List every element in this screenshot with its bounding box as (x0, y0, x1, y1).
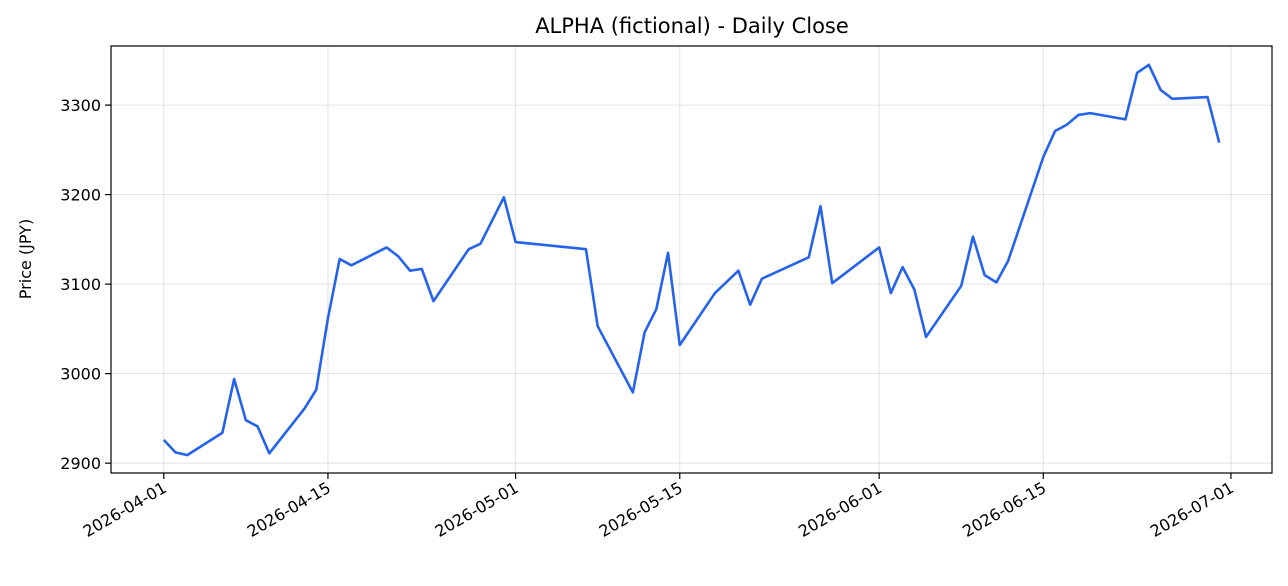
y-axis-label: Price (JPY) (16, 219, 35, 299)
y-tick-label: 2900 (60, 454, 101, 473)
x-tick-label: 2026-04-15 (244, 478, 334, 541)
y-tick-label: 3100 (60, 275, 101, 294)
x-tick-label: 2026-05-01 (432, 478, 522, 541)
price-line (162, 63, 1221, 457)
chart-title: ALPHA (fictional) - Daily Close (535, 14, 849, 38)
x-tick-label: 2026-05-15 (596, 478, 686, 541)
y-tick-label: 3200 (60, 186, 101, 205)
x-tick-label: 2026-06-01 (795, 478, 885, 541)
y-tick-label: 3300 (60, 96, 101, 115)
plot-frame (110, 45, 1273, 474)
y-tick-label: 3000 (60, 365, 101, 384)
x-tick-label: 2026-07-01 (1147, 478, 1237, 541)
x-tick-label: 2026-06-15 (959, 478, 1049, 541)
x-tick-label: 2026-04-01 (80, 478, 170, 541)
